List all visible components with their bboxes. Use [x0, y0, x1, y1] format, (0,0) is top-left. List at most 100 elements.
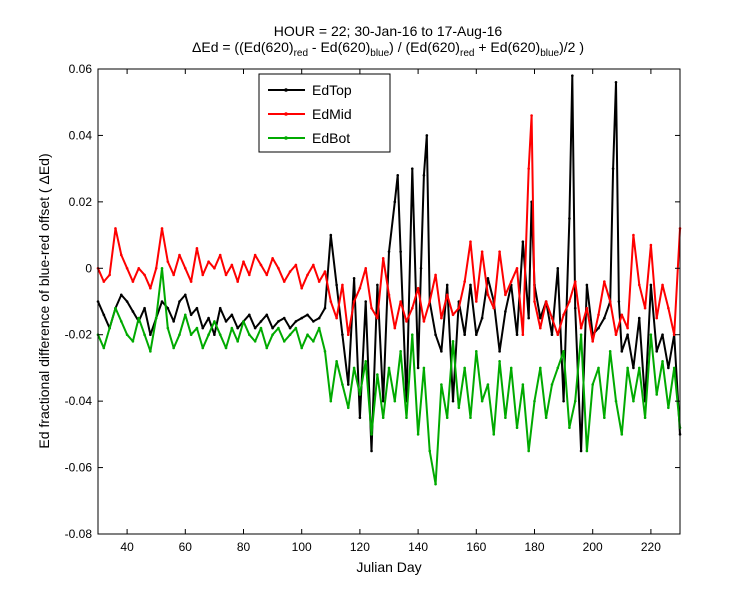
data-point: [131, 310, 135, 313]
data-point: [544, 416, 548, 420]
data-point: [579, 449, 583, 453]
data-point: [539, 326, 542, 330]
data-point: [288, 326, 292, 330]
data-point: [143, 273, 146, 277]
data-point: [617, 300, 621, 303]
data-point: [102, 313, 106, 317]
data-point: [306, 273, 309, 277]
data-point: [457, 406, 461, 410]
data-point: [178, 300, 181, 303]
data-point: [556, 333, 560, 337]
data-point: [253, 340, 257, 343]
data-point: [213, 320, 216, 323]
data-point: [236, 280, 239, 283]
data-point: [393, 399, 397, 403]
data-point: [312, 320, 315, 323]
data-point: [608, 300, 612, 303]
data-point: [282, 316, 286, 320]
x-tick-label: 200: [583, 540, 603, 554]
data-point: [573, 306, 577, 310]
data-point: [399, 300, 402, 303]
data-point: [253, 326, 257, 330]
data-point: [469, 240, 472, 244]
data-point: [486, 383, 490, 386]
data-point: [422, 173, 426, 177]
data-point: [207, 316, 210, 320]
data-point: [329, 300, 333, 303]
y-tick-label: -0.04: [65, 394, 93, 408]
data-point: [521, 240, 525, 244]
data-point: [271, 257, 274, 260]
legend-label-edtop: EdTop: [312, 82, 352, 98]
data-point: [213, 266, 216, 270]
data-point: [224, 273, 228, 277]
data-point: [114, 227, 117, 230]
data-point: [611, 167, 615, 170]
data-point: [533, 300, 536, 303]
data-point: [480, 250, 484, 253]
data-point: [498, 250, 501, 253]
data-point: [300, 286, 304, 290]
data-point: [341, 283, 344, 287]
data-point: [277, 266, 280, 270]
data-point: [655, 350, 659, 353]
legend-marker-edmid: [284, 112, 288, 116]
data-point: [172, 320, 175, 323]
data-point: [515, 266, 519, 270]
data-point: [603, 416, 606, 420]
data-point: [655, 316, 659, 320]
x-tick-label: 80: [237, 540, 251, 554]
data-point: [571, 74, 574, 77]
x-tick-label: 40: [120, 540, 134, 554]
x-tick-label: 180: [524, 540, 544, 554]
data-point: [480, 399, 484, 403]
title2-sub3: red: [460, 48, 474, 59]
data-point: [463, 280, 466, 283]
data-point: [184, 293, 187, 297]
data-point: [410, 167, 414, 170]
data-point: [352, 276, 356, 280]
data-point: [317, 326, 321, 330]
x-tick-label: 120: [350, 540, 370, 554]
data-point: [504, 310, 507, 313]
data-point: [259, 320, 263, 323]
data-point: [405, 416, 408, 420]
data-point: [224, 346, 228, 350]
data-point: [451, 340, 455, 343]
data-point: [463, 333, 466, 337]
data-point: [515, 426, 519, 430]
data-point: [445, 293, 449, 297]
data-point: [480, 316, 484, 320]
data-point: [445, 416, 449, 420]
data-point: [335, 283, 338, 287]
data-point: [195, 247, 199, 250]
data-point: [189, 280, 193, 283]
y-tick-label: -0.08: [65, 527, 93, 541]
data-point: [172, 346, 175, 350]
data-point: [317, 280, 321, 283]
data-point: [242, 260, 245, 263]
data-point: [579, 326, 583, 330]
data-point: [544, 300, 548, 303]
data-point: [632, 399, 635, 403]
data-point: [399, 250, 402, 253]
data-point: [410, 333, 414, 337]
title2-suffix: )/2 ): [559, 39, 584, 55]
data-point: [591, 340, 594, 343]
data-point: [253, 253, 257, 257]
data-point: [416, 366, 420, 370]
data-point: [579, 333, 583, 337]
plot-frame: [97, 68, 681, 535]
data-point: [114, 306, 117, 310]
data-point: [277, 320, 280, 323]
data-point: [306, 313, 309, 317]
data-point: [649, 333, 653, 337]
data-point: [643, 416, 647, 420]
data-point: [370, 306, 373, 310]
data-point: [370, 449, 373, 453]
data-point: [143, 306, 146, 310]
data-point: [492, 433, 496, 436]
data-point: [143, 333, 146, 337]
data-point: [440, 350, 443, 353]
